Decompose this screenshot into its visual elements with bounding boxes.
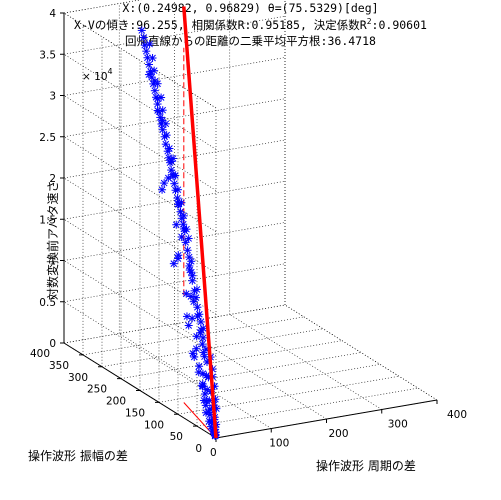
data-point	[146, 40, 154, 48]
grid-line	[140, 353, 361, 391]
data-point	[178, 233, 186, 241]
data-point	[145, 61, 153, 69]
data-point	[187, 257, 195, 265]
data-point	[184, 246, 192, 254]
y-tick-label: 50	[170, 431, 183, 443]
x-tick-label: 0	[210, 447, 217, 459]
z-tick-label: 4	[49, 8, 56, 20]
data-point	[158, 186, 166, 194]
z-axis-label: 対数変換前アバタ速さ	[45, 180, 60, 300]
x-tick-label: 300	[388, 419, 408, 431]
data-point	[149, 54, 157, 62]
data-point	[151, 77, 159, 85]
data-point	[200, 396, 208, 404]
data-point	[193, 303, 201, 311]
data-point	[169, 154, 177, 162]
data-point	[202, 409, 210, 417]
data-point	[198, 340, 206, 348]
data-point	[193, 285, 201, 293]
z-tick-label: 2.5	[39, 132, 56, 144]
data-point	[174, 186, 182, 194]
x-tick-label: 100	[269, 438, 289, 450]
grid-line	[197, 388, 418, 426]
data-point	[205, 417, 213, 425]
data-point	[151, 87, 159, 95]
data-point	[140, 33, 148, 41]
data-point	[154, 107, 162, 115]
data-point	[170, 180, 178, 188]
x-tick-label: 400	[447, 409, 467, 421]
data-point	[169, 170, 177, 178]
data-point	[196, 329, 204, 337]
data-point	[190, 298, 198, 306]
data-point	[202, 372, 210, 380]
data-point	[158, 116, 166, 124]
data-point	[142, 47, 150, 55]
y-tick-label: 350	[49, 360, 69, 372]
y-tick-label: 400	[30, 348, 50, 360]
data-point	[138, 26, 146, 34]
y-tick-label: 200	[106, 396, 126, 408]
x-axis-label: 操作波形 周期の差	[316, 458, 416, 473]
data-point	[174, 255, 182, 263]
data-point	[185, 321, 193, 329]
y-tick-label: 150	[125, 407, 145, 419]
data-point	[172, 221, 180, 229]
data-point	[189, 349, 197, 357]
data-point	[195, 368, 203, 376]
data-point	[165, 145, 173, 153]
z-tick-label: 3	[49, 91, 56, 103]
axes	[60, 13, 437, 442]
data-point	[180, 225, 188, 233]
grid-line	[121, 341, 342, 379]
grid-line	[102, 329, 323, 367]
z-scale-base: × 10	[82, 71, 108, 83]
data-point	[145, 71, 153, 79]
z-tick-label: 3.5	[39, 49, 56, 61]
data-point	[199, 382, 207, 390]
z-scale-label: × 104	[82, 67, 113, 83]
data-points	[138, 26, 221, 440]
data-point	[163, 131, 171, 139]
data-point	[162, 140, 170, 148]
data-point	[192, 345, 200, 353]
z-scale-exponent: 4	[108, 67, 113, 76]
y-tick-label: 300	[68, 372, 88, 384]
data-point	[183, 312, 191, 320]
y-axis-label: 操作波形 振幅の差	[28, 448, 128, 463]
data-point	[182, 290, 190, 298]
grid-lines	[64, 0, 437, 438]
y-tick-label: 100	[144, 419, 164, 431]
x-tick-label: 200	[329, 428, 349, 440]
data-point	[150, 67, 158, 75]
z-tick-label: 0	[49, 338, 56, 350]
data-point	[180, 212, 188, 220]
data-point	[154, 95, 162, 103]
data-point	[164, 174, 172, 182]
data-point	[174, 200, 182, 208]
grid-line	[159, 364, 380, 402]
data-point	[199, 349, 207, 357]
data-point	[186, 266, 194, 274]
y-tick-label: 0	[195, 443, 202, 455]
data-point	[160, 179, 168, 187]
data-point	[170, 260, 178, 268]
data-point	[185, 234, 193, 242]
y-tick-label: 250	[87, 384, 107, 396]
